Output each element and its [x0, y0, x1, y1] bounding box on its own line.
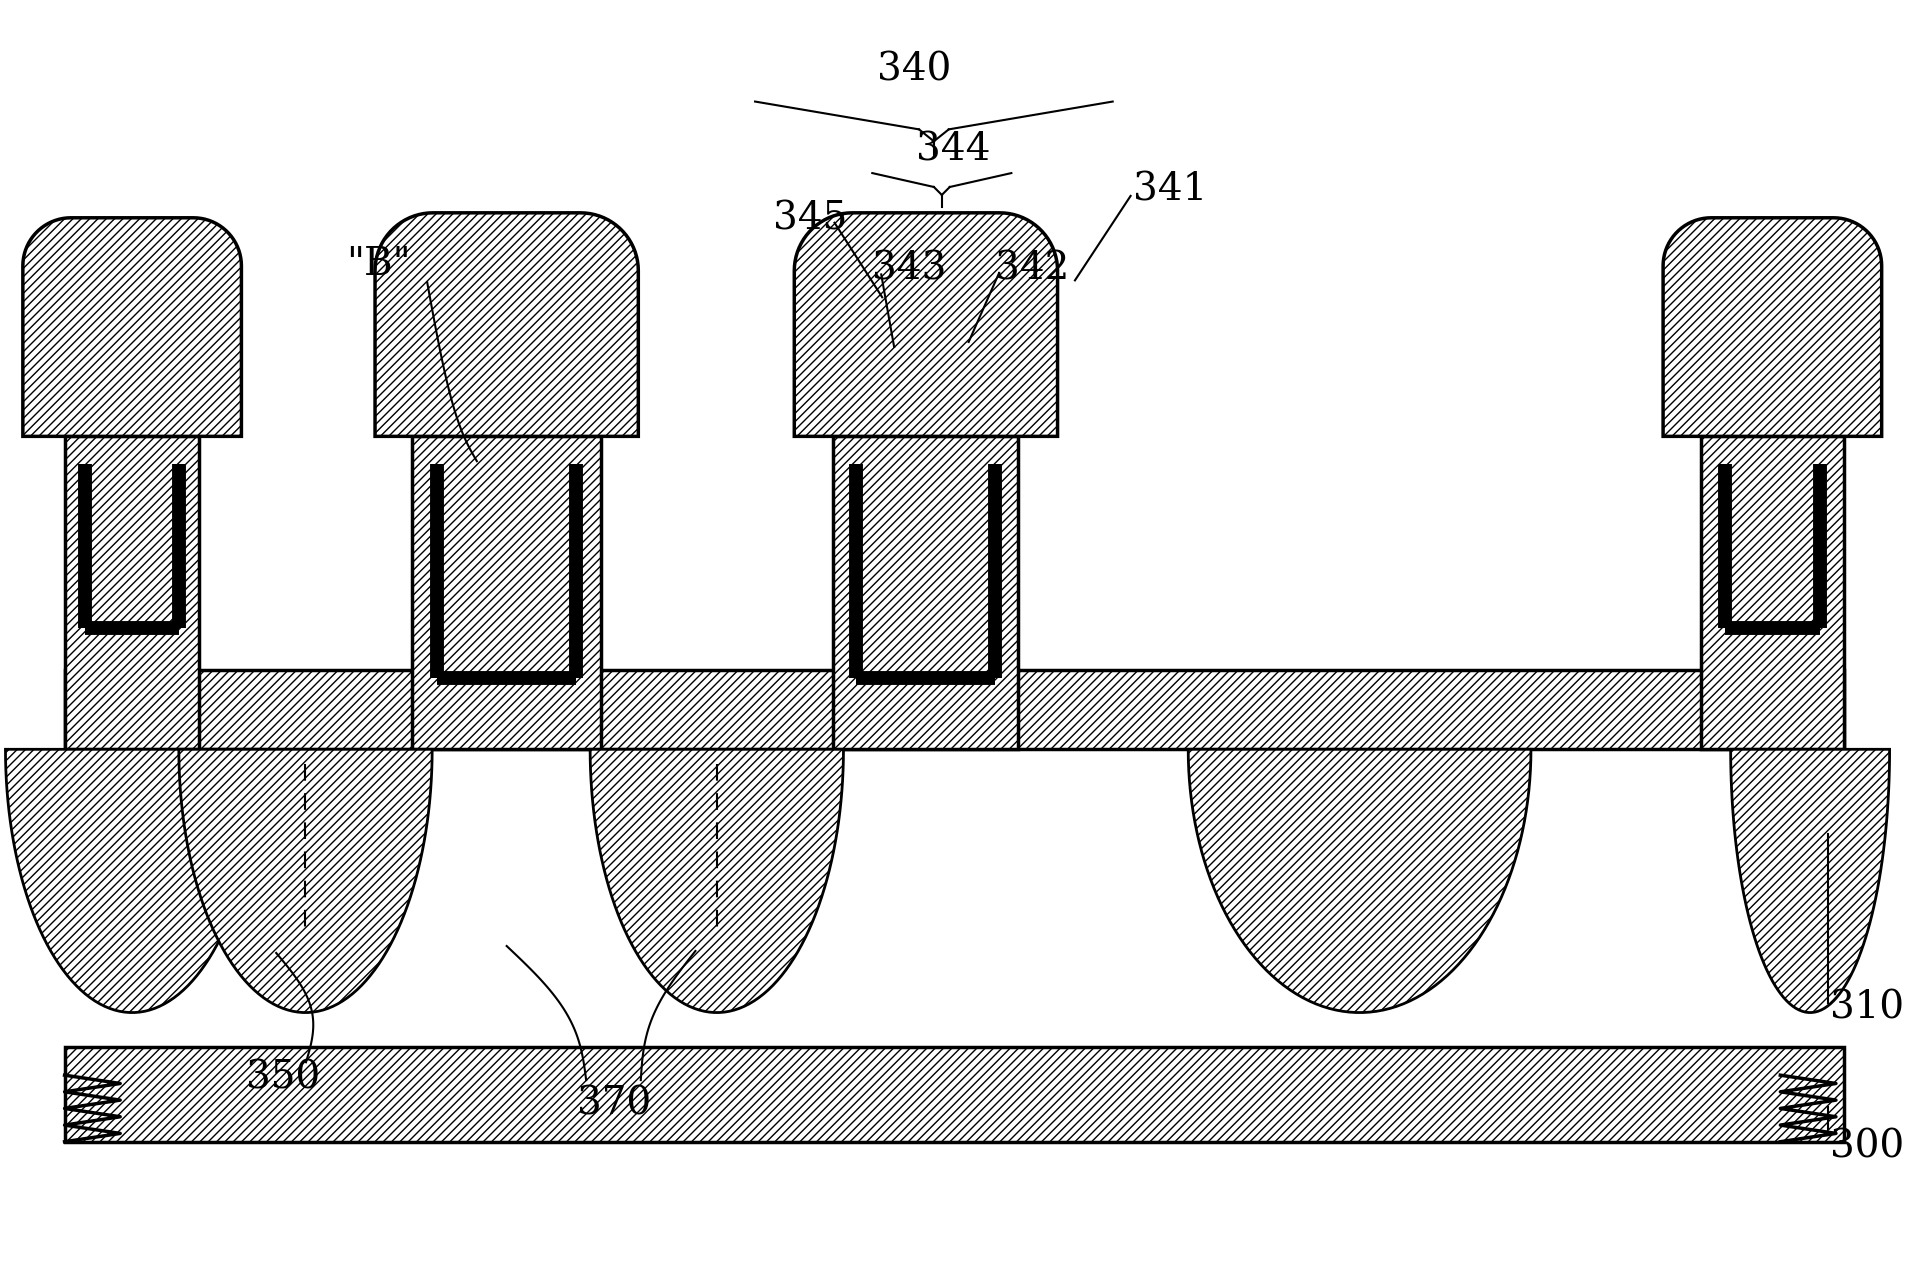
Polygon shape — [1663, 217, 1882, 437]
Polygon shape — [65, 1047, 1843, 1142]
Polygon shape — [412, 437, 602, 749]
Text: 342: 342 — [996, 251, 1069, 288]
Text: 345: 345 — [772, 200, 847, 238]
Text: 370: 370 — [577, 1085, 651, 1122]
Polygon shape — [376, 213, 638, 437]
Text: 350: 350 — [247, 1059, 320, 1096]
Polygon shape — [23, 217, 241, 437]
Polygon shape — [833, 437, 1017, 749]
Text: 340: 340 — [878, 51, 950, 89]
Text: 344: 344 — [916, 131, 991, 168]
Polygon shape — [590, 749, 843, 1013]
Polygon shape — [1188, 749, 1531, 1013]
Polygon shape — [795, 213, 1058, 437]
Text: 300: 300 — [1830, 1128, 1905, 1165]
Polygon shape — [65, 669, 1843, 749]
Polygon shape — [6, 749, 259, 1013]
Text: 341: 341 — [1132, 171, 1207, 208]
Text: 310: 310 — [1830, 989, 1905, 1027]
Text: "B": "B" — [345, 245, 410, 283]
Polygon shape — [1730, 749, 1889, 1013]
Polygon shape — [178, 749, 433, 1013]
Polygon shape — [1701, 437, 1843, 749]
Polygon shape — [65, 437, 199, 749]
Text: 343: 343 — [872, 251, 947, 288]
